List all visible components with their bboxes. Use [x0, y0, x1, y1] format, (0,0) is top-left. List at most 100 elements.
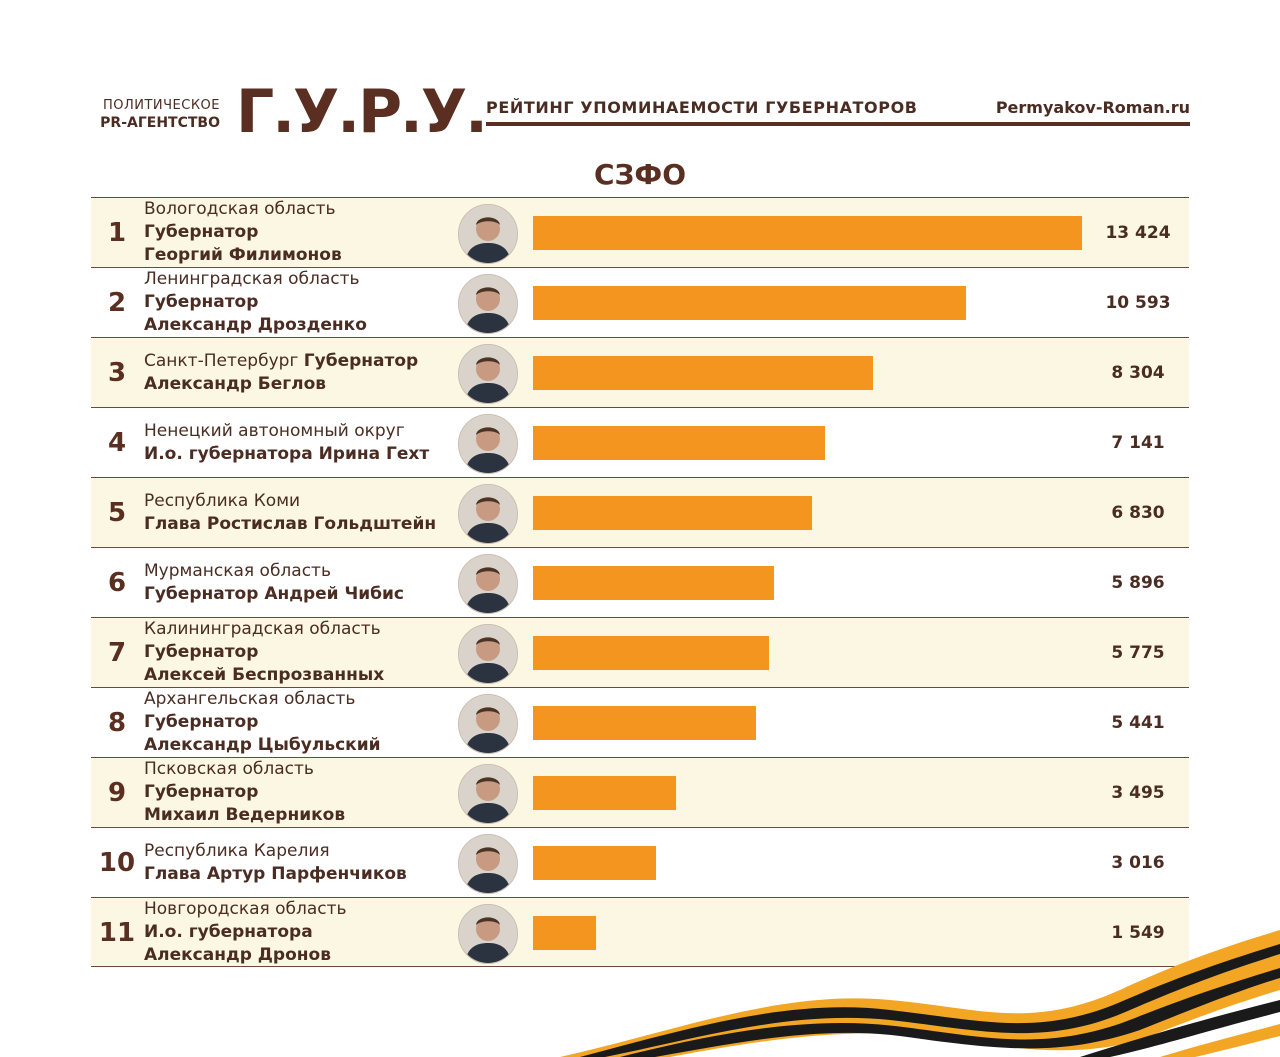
- table-row: 2 Ленинградская область Губернатор Александ…: [91, 267, 1189, 337]
- site-link[interactable]: Permyakov-Roman.ru: [995, 98, 1190, 117]
- value-bar: [533, 846, 656, 880]
- agency-line1: ПОЛИТИЧЕСКОЕ: [102, 98, 220, 113]
- person-line: Глава Артур Парфенчиков: [144, 864, 407, 884]
- person-line: Губернатор: [144, 642, 259, 662]
- value-label: 6 830: [1111, 503, 1165, 523]
- rank-label: 10: [98, 848, 136, 878]
- table-row: 3 Санкт-Петербург Губернатор Александр Бег…: [91, 337, 1189, 407]
- value-label: 10 593: [1105, 293, 1171, 313]
- person-line: Губернатор: [144, 712, 259, 732]
- value-label: 3 016: [1111, 853, 1165, 873]
- rank-label: 11: [98, 918, 136, 948]
- person-line: И.о. губернатора Ирина Гехт: [144, 444, 430, 464]
- avatar: [458, 344, 518, 404]
- table-row: 7 Калининградская область Губернатор Алексе…: [91, 617, 1189, 687]
- region-line: Республика Карелия: [144, 840, 464, 863]
- table-row: 9 Псковская область Губернатор Михаил Ведер…: [91, 757, 1189, 827]
- region-line: Ненецкий автономный округ: [144, 420, 464, 443]
- person-line: Губернатор: [144, 782, 259, 802]
- avatar: [458, 204, 518, 264]
- region-name: Калининградская область: [144, 619, 381, 639]
- person-line: Георгий Филимонов: [144, 245, 342, 265]
- region-name: Ленинградская область: [144, 269, 360, 289]
- chart-title: СЗФО: [593, 158, 686, 191]
- region-line: Калининградская область: [144, 618, 464, 641]
- region-name: Мурманская область: [144, 561, 331, 581]
- value-bar: [533, 216, 1082, 250]
- table-row: 5 Республика Коми Глава Ростислав Гольдште…: [91, 477, 1189, 547]
- rank-label: 7: [107, 638, 127, 668]
- row-text: Республика Карелия Глава Артур Парфенчико…: [144, 840, 464, 886]
- value-bar: [533, 566, 774, 600]
- value-label: 7 141: [1111, 433, 1165, 453]
- avatar: [458, 554, 518, 614]
- row-text: Калининградская область Губернатор Алексей…: [144, 618, 464, 687]
- row-text: Ленинградская область Губернатор Александр…: [144, 268, 464, 337]
- region-name: Республика Карелия: [144, 841, 330, 861]
- rank-label: 5: [107, 498, 127, 528]
- table-row: 10 Республика Карелия Глава Артур Парфенчи…: [91, 827, 1189, 897]
- region-line: Архангельская область: [144, 688, 464, 711]
- header: ПОЛИТИЧЕСКОЕ PR-АГЕНТСТВО Г.У.Р.У. РЕЙТИ…: [90, 80, 1190, 146]
- region-line: Новгородская область: [144, 898, 464, 921]
- person-line: Александр Дрозденко: [144, 315, 367, 335]
- rank-label: 3: [107, 358, 127, 388]
- row-text: Санкт-Петербург Губернатор Александр Бегл…: [144, 350, 464, 396]
- row-text: Республика Коми Глава Ростислав Гольдштей…: [144, 490, 464, 536]
- region-name: Архангельская область: [144, 689, 356, 709]
- person-line: Александр Цыбульский: [144, 735, 381, 755]
- value-bar: [533, 426, 825, 460]
- person-line: Александр Беглов: [144, 374, 327, 394]
- region-name: Псковская область: [144, 759, 314, 779]
- rank-label: 4: [107, 428, 127, 458]
- rank-label: 1: [107, 218, 127, 248]
- value-label: 3 495: [1111, 783, 1165, 803]
- row-text: Новгородская область И.о. губернатора Алек…: [144, 898, 464, 967]
- region-line: Санкт-Петербург Губернатор: [144, 350, 464, 373]
- value-bar: [533, 636, 769, 670]
- person-line: Губернатор: [144, 222, 259, 242]
- region-name: Республика Коми: [144, 491, 301, 511]
- person-line: Губернатор Андрей Чибис: [144, 584, 404, 604]
- avatar: [458, 834, 518, 894]
- table-row: 1 Вологодская область Губернатор Георгий Фи…: [91, 197, 1189, 267]
- avatar: [458, 624, 518, 684]
- rating-title: РЕЙТИНГ УПОМИНАЕМОСТИ ГУБЕРНАТОРОВ: [486, 98, 918, 117]
- person-line: Александр Дронов: [144, 945, 331, 965]
- region-line: Республика Коми: [144, 490, 464, 513]
- region-name: Ненецкий автономный округ: [144, 421, 405, 441]
- row-text: Ненецкий автономный округ И.о. губернатор…: [144, 420, 464, 466]
- value-label: 5 441: [1111, 713, 1165, 733]
- rank-label: 6: [107, 568, 127, 598]
- region-line: Ленинградская область: [144, 268, 464, 291]
- table-row: 6 Мурманская область Губернатор Андрей Чиб…: [91, 547, 1189, 617]
- rating-table: 1 Вологодская область Губернатор Георгий Фи…: [91, 197, 1189, 967]
- rank-label: 2: [107, 288, 127, 318]
- agency-line2: PR-АГЕНТСТВО: [100, 115, 220, 131]
- value-label: 5 896: [1111, 573, 1165, 593]
- avatar: [458, 274, 518, 334]
- value-label: 13 424: [1105, 223, 1171, 243]
- table-row: 4 Ненецкий автономный округ И.о. губернато…: [91, 407, 1189, 477]
- st-george-ribbon: [560, 930, 1280, 1057]
- agency-label: ПОЛИТИЧЕСКОЕ PR-АГЕНТСТВО: [90, 98, 220, 132]
- value-bar: [533, 356, 873, 390]
- value-label: 1 549: [1111, 923, 1165, 943]
- region-line: Мурманская область: [144, 560, 464, 583]
- avatar: [458, 694, 518, 754]
- avatar: [458, 764, 518, 824]
- person-line: И.о. губернатора: [144, 922, 313, 942]
- value-bar: [533, 286, 966, 320]
- region-name: Санкт-Петербург: [144, 351, 299, 371]
- value-bar: [533, 496, 812, 530]
- table-row: 11 Новгородская область И.о. губернатора Ал…: [91, 897, 1189, 967]
- avatar: [458, 414, 518, 474]
- person-title: Губернатор: [303, 351, 419, 371]
- region-name: Новгородская область: [144, 899, 347, 919]
- header-divider: [486, 122, 1190, 126]
- row-text: Архангельская область Губернатор Александр…: [144, 688, 464, 757]
- region-line: Вологодская область: [144, 198, 464, 221]
- person-line: Глава Ростислав Гольдштейн: [144, 514, 437, 534]
- region-name: Вологодская область: [144, 199, 336, 219]
- person-line: Алексей Беспрозванных: [144, 665, 385, 685]
